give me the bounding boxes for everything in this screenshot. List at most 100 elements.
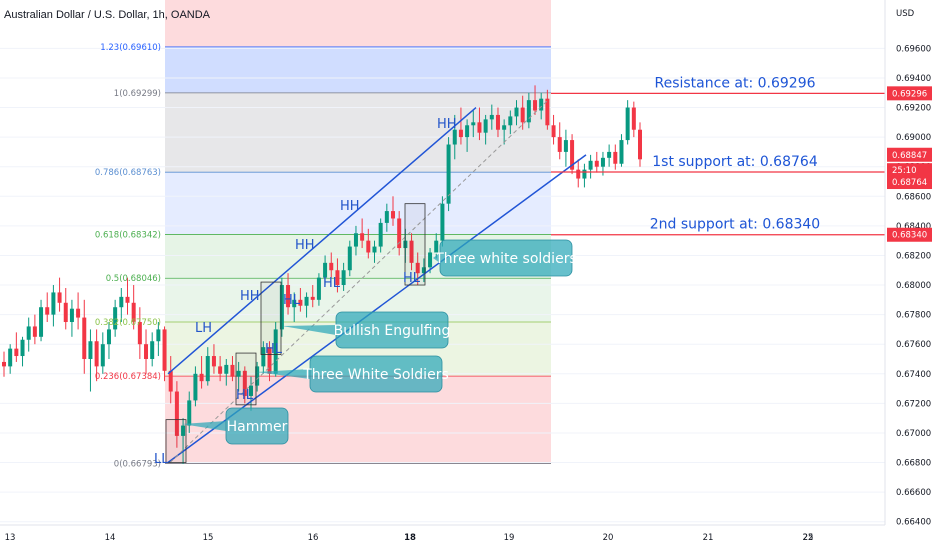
price-tick-label: 0.69400 (896, 74, 931, 84)
candle-body (508, 116, 513, 126)
wave-label: HL (236, 388, 254, 403)
candle-body (409, 240, 414, 263)
candle-body (205, 356, 210, 382)
candle-body (446, 144, 451, 204)
wave-label: HH (340, 199, 360, 214)
candle-body (613, 151, 618, 164)
candle-body (440, 203, 445, 241)
candle-body (100, 344, 105, 367)
price-tick-label: 0.66800 (896, 459, 931, 469)
candle-body (316, 277, 321, 300)
candle-body (211, 356, 216, 367)
fib-level-label: 1.23(0.69610) (100, 43, 161, 53)
candle-body (69, 308, 74, 323)
callout-pointer (433, 253, 440, 263)
candle-body (2, 361, 6, 367)
price-tag-label: 0.69296 (892, 89, 927, 99)
candle-body (88, 341, 93, 359)
candle-body (156, 329, 161, 342)
wave-label: HH (295, 238, 315, 253)
candle-body (113, 307, 118, 330)
candle-body (526, 100, 531, 123)
candle-body (39, 307, 44, 337)
wave-label: HL (403, 271, 421, 286)
pattern-callout-label: Hammer (227, 419, 288, 435)
candle-body (261, 347, 266, 367)
price-tag-label: 0.68764 (892, 178, 927, 188)
candle-body (181, 425, 186, 436)
wave-label: HL (323, 276, 341, 291)
candlestick-series (2, 85, 642, 465)
candle-body (150, 341, 155, 359)
candle-body (341, 270, 346, 286)
candle-body (242, 370, 247, 396)
candle-body (193, 373, 198, 401)
price-tag-label: 0.68340 (892, 231, 927, 241)
fib-level-label: 0.786(0.68763) (95, 168, 161, 178)
chart-title: Australian Dollar / U.S. Dollar, 1h, OAN… (4, 9, 211, 21)
candle-body (106, 329, 111, 345)
candle-body (279, 285, 284, 330)
candle-body (248, 385, 253, 396)
fib-level-label: 0(0.66793) (114, 460, 161, 470)
fib-level-label: 0.382(0.67750) (95, 318, 161, 328)
price-tick-label: 0.68000 (896, 281, 931, 291)
wave-label: HH (240, 289, 260, 304)
wave-label: HH (437, 117, 457, 132)
candle-body (347, 246, 352, 271)
candle-body (144, 344, 149, 359)
candle-body (131, 302, 136, 323)
candle-body (32, 326, 37, 337)
price-tick-label: 0.67800 (896, 311, 931, 321)
pattern-box (404, 203, 426, 286)
price-tag-label: 0.68847 (892, 151, 927, 161)
level-annotation: Resistance at: 0.69296 (654, 75, 815, 91)
pattern-callout-label: Bullish Engulfing (334, 323, 451, 339)
candle-body (298, 299, 303, 306)
price-tick-label: 0.68200 (896, 251, 931, 261)
candle-body (539, 98, 544, 111)
candle-body (20, 339, 25, 357)
candle-body (625, 107, 630, 141)
channel-upper-line (167, 106, 477, 375)
candle-body (391, 211, 396, 219)
price-tag (887, 86, 932, 101)
candle-body (310, 296, 315, 300)
time-tick-label: 22 (803, 533, 814, 543)
candle-body (168, 370, 173, 392)
wave-label: HL (283, 293, 301, 308)
pattern-box (260, 281, 282, 355)
candle-body (76, 308, 81, 318)
price-tag (887, 175, 932, 190)
wave-label: LH (195, 321, 212, 336)
candle-body (162, 329, 167, 371)
candle-body (477, 122, 482, 133)
time-tick-label: 13 (5, 533, 16, 543)
candle-body (255, 366, 260, 386)
candle-body (372, 246, 377, 253)
time-tick-label: 21 (703, 533, 714, 543)
candle-body (607, 151, 612, 158)
candle-body (63, 302, 68, 323)
candle-body (335, 270, 340, 286)
pattern-callout (439, 239, 573, 277)
candle-body (638, 129, 642, 160)
candle-body (230, 364, 235, 377)
candle-body (45, 307, 50, 315)
price-tick-label: 0.68600 (896, 192, 931, 202)
pattern-callout-label: Three white soldiers (434, 251, 577, 267)
candle-body (360, 233, 365, 241)
fib-level-label: 0.5(0.68046) (106, 274, 161, 284)
candle-body (286, 285, 291, 308)
level-annotation: 1st support at: 0.68764 (652, 154, 818, 170)
pattern-callout (225, 407, 289, 445)
candle-body (236, 370, 241, 377)
callout-pointer (256, 369, 310, 379)
price-axis[interactable]: 0.696000.694000.692000.690000.688000.686… (884, 0, 932, 528)
wave-label: HL (265, 342, 283, 357)
candle-body (483, 119, 488, 133)
pattern-box (235, 352, 257, 406)
candle-body (576, 169, 581, 179)
